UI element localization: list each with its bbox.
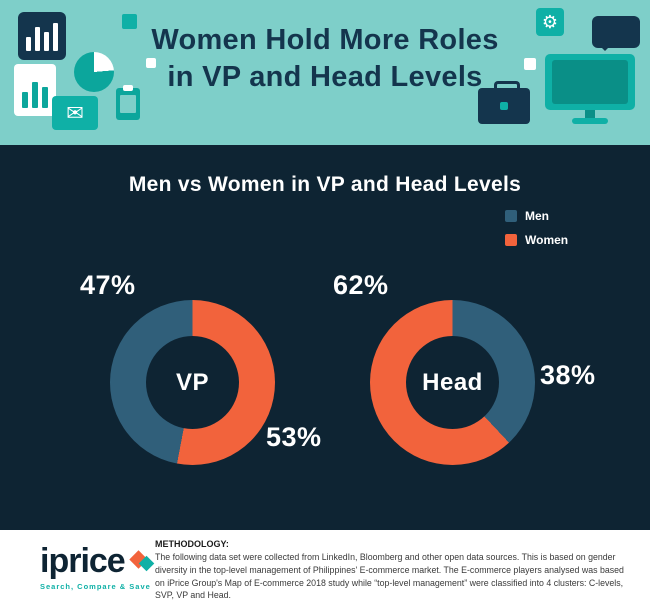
clipboard-icon [116,85,140,120]
chart-title: Men vs Women in VP and Head Levels [128,173,522,196]
head-men-percentage: 38% [540,360,596,390]
iprice-logo: iprice Search, Compare & Save [40,542,157,591]
chart-legend: Men Women [505,209,568,257]
bar-card-icon [14,64,56,116]
legend-item-men: Men [505,209,568,223]
iprice-logo-tagline: Search, Compare & Save [40,582,151,591]
methodology-block: METHODOLOGY: The following data set were… [155,539,635,602]
legend-item-women: Women [505,233,568,247]
chart-section: Men vs Women in VP and Head Levels Men W… [0,145,650,530]
donut-chart-vp: VP [110,300,275,465]
vp-women-percentage: 53% [266,422,322,452]
gear-glyph: ⚙ [536,8,564,36]
donut-head-center-label: Head [406,336,499,429]
iprice-logo-text: iprice [40,542,126,580]
page-title-line1: Women Hold More Roles [151,24,499,56]
iprice-logo-mark-icon [129,549,157,575]
gear-icon: ⚙ [536,4,564,36]
methodology-body: The following data set were collected fr… [155,552,624,601]
donut-chart-head: Head [370,300,535,465]
legend-swatch-women [505,234,517,246]
footer: iprice Search, Compare & Save METHODOLOG… [0,530,650,616]
bar-chart-icon [18,12,66,60]
head-women-percentage: 62% [333,270,389,300]
envelope-icon: ✉ [52,96,98,130]
donut-vp-center-label: VP [146,336,239,429]
header-banner: ✉ ⚙ Women Hold More Roles in VP and Head… [0,0,650,145]
vp-men-percentage: 47% [80,270,136,300]
page-title-line2: in VP and Head Levels [167,61,483,94]
briefcase-icon [478,81,530,124]
page-title: Women Hold More Roles in VP and Head Lev… [0,22,650,96]
decor-square-teal [122,14,137,29]
decor-square-white [146,58,156,68]
monitor-icon [545,54,635,126]
legend-label-women: Women [525,233,569,247]
speech-bubble-icon [592,16,640,51]
pie-chart-icon [74,52,114,92]
envelope-glyph: ✉ [66,101,84,125]
legend-label-men: Men [525,209,549,223]
decor-square-white-2 [524,58,536,70]
legend-swatch-men [505,210,517,222]
methodology-heading: METHODOLOGY: [155,539,229,549]
